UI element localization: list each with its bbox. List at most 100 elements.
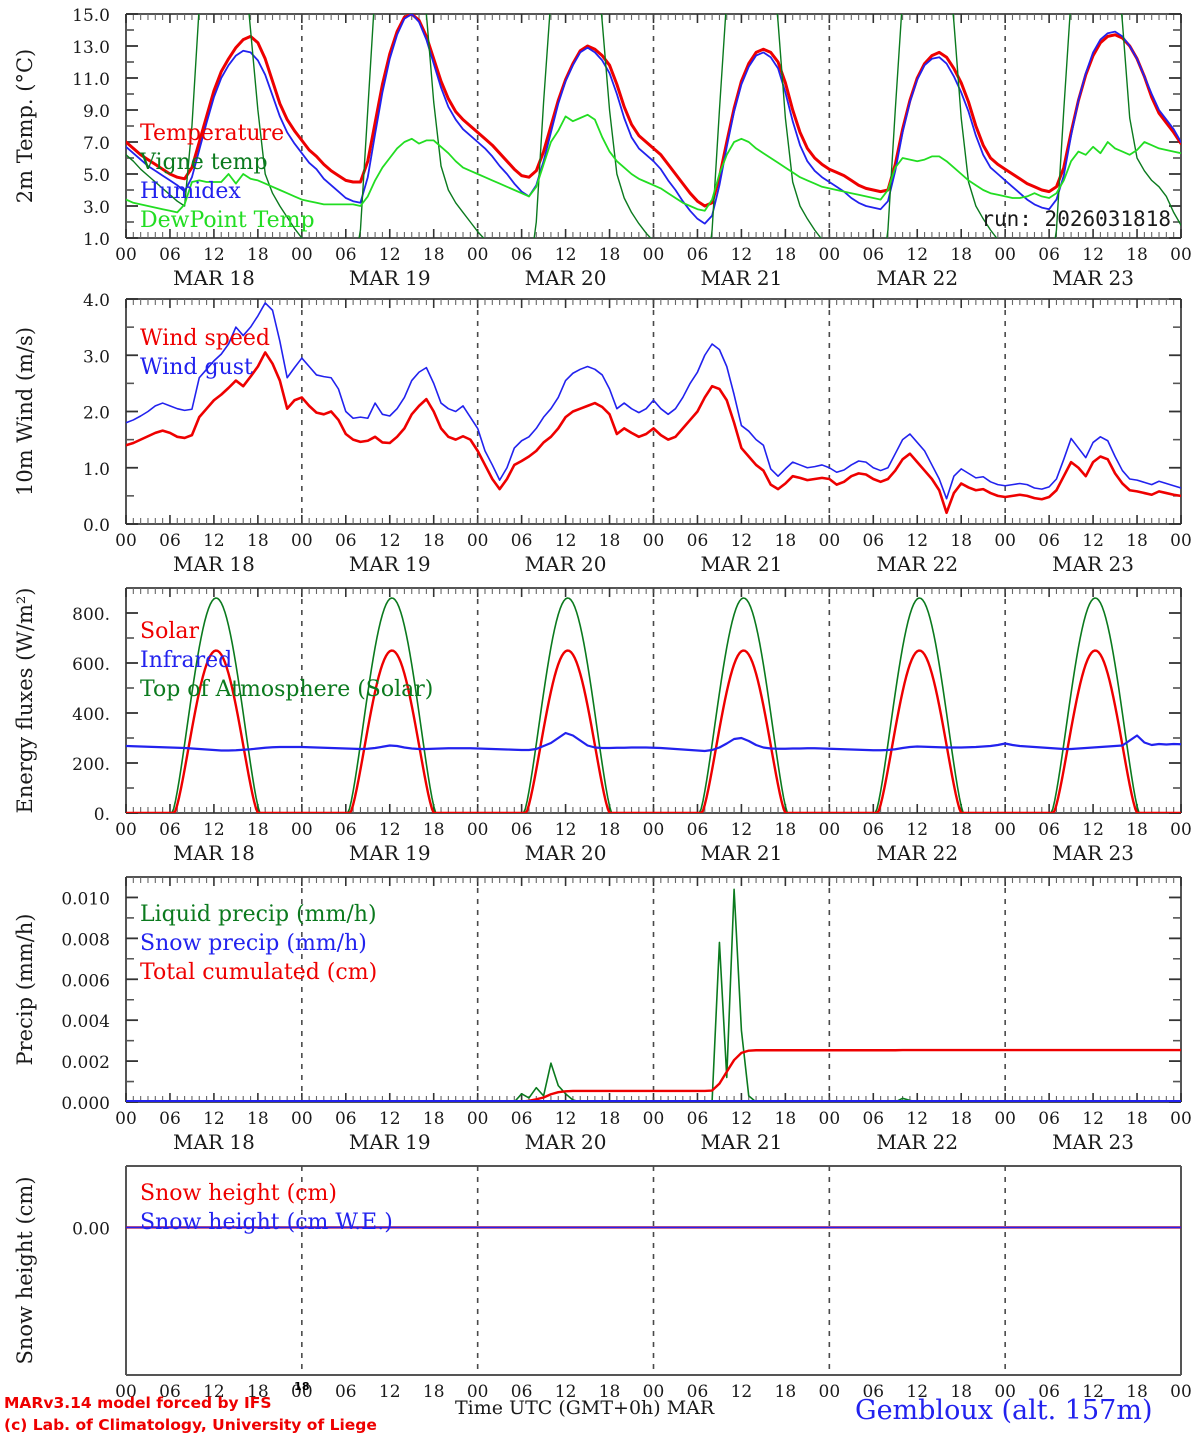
- x-day-label: MAR 21: [701, 552, 783, 576]
- precip-ytick-label: 0.010: [61, 889, 110, 909]
- x-hour-label: 06: [511, 531, 533, 551]
- x-hour-label: 00: [115, 820, 137, 840]
- x-hour-label: 00: [115, 1382, 137, 1402]
- x-hour-label: 06: [511, 820, 533, 840]
- precip-ytick-label: 0.006: [61, 971, 110, 991]
- x-hour-label: 06: [159, 531, 181, 551]
- x-hour-label: 18: [950, 531, 972, 551]
- x-hour-label: 18: [775, 1382, 797, 1402]
- temperature-ytick-label: 5.0: [83, 166, 110, 186]
- x-hour-label: 18: [775, 531, 797, 551]
- series-total-cumulated-cm: [126, 1048, 1181, 1102]
- x-hour-label: 12: [379, 245, 401, 265]
- x-hour-label: 00: [819, 1109, 841, 1129]
- temperature-ytick-label: 11.0: [72, 70, 110, 90]
- x-hour-label: 12: [203, 245, 225, 265]
- x-hour-label: 06: [511, 245, 533, 265]
- x-day-label: MAR 20: [525, 266, 607, 290]
- x-hour-label: 00: [643, 820, 665, 840]
- x-hour-label: 06: [862, 820, 884, 840]
- x-hour-label: 00: [1170, 245, 1192, 265]
- x-day-label: MAR 23: [1052, 841, 1134, 865]
- x-hour-label: 18: [599, 1382, 621, 1402]
- x-day-label: MAR 20: [525, 1130, 607, 1154]
- x-hour-label: 18: [775, 820, 797, 840]
- energy-ytick-label: 400.: [72, 705, 110, 725]
- x-hour-label: 00: [1170, 1109, 1192, 1129]
- x-hour-label: 00: [994, 1382, 1016, 1402]
- x-hour-label: 06: [862, 1109, 884, 1129]
- x-hour-label: 06: [159, 1109, 181, 1129]
- wind-legend-wind-speed: Wind speed: [140, 326, 270, 351]
- x-hour-label: 00: [467, 1382, 489, 1402]
- x-hour-label: 18: [247, 1382, 269, 1402]
- temperature-legend-vigne-temp: Vigne temp: [139, 150, 268, 175]
- x-hour-label: 06: [1038, 1109, 1060, 1129]
- x-hour-label: 12: [379, 1109, 401, 1129]
- footer-station-label: Gembloux (alt. 157m): [855, 1395, 1152, 1426]
- precip-ytick-label: 0.008: [61, 930, 110, 950]
- x-hour-label: 12: [555, 531, 577, 551]
- x-hour-label: 18: [423, 245, 445, 265]
- x-hour-label: 00: [819, 531, 841, 551]
- x-hour-label: 06: [1038, 531, 1060, 551]
- x-hour-label: 12: [555, 1109, 577, 1129]
- x-hour-label: 00: [643, 531, 665, 551]
- x-hour-label: 06: [159, 820, 181, 840]
- x-hour-label: 06: [335, 1109, 357, 1129]
- x-hour-label: 06: [862, 1382, 884, 1402]
- x-hour-label: 00: [819, 820, 841, 840]
- precip-ytick-label: 0.002: [61, 1053, 110, 1073]
- x-hour-label: 06: [1038, 245, 1060, 265]
- panel-temperature: 1.0 3.0 5.0 7.0 9.0 11.0 13.0 15.0 2m Temp. (°C)…: [13, 6, 1192, 290]
- x-day-label: MAR 18: [173, 552, 255, 576]
- x-hour-label: 00: [115, 1109, 137, 1129]
- x-hour-label: 18: [247, 531, 269, 551]
- series-temperature: [126, 14, 1181, 208]
- x-hour-label: 12: [731, 820, 753, 840]
- x-hour-label: 18: [1126, 531, 1148, 551]
- temperature-ytick-label: 15.0: [72, 6, 110, 26]
- x-hour-label: 00: [467, 1109, 489, 1129]
- wind-ytick-label: 4.0: [83, 291, 110, 311]
- run-label: run: 2026031818: [981, 207, 1171, 231]
- wind-axis-title: 10m Wind (m/s): [13, 327, 37, 496]
- x-hour-label: 18: [247, 820, 269, 840]
- x-day-label: MAR 18: [173, 266, 255, 290]
- x-day-label: MAR 21: [701, 266, 783, 290]
- x-hour-label: 06: [335, 820, 357, 840]
- series-wind-gust: [126, 302, 1181, 500]
- x-hour-label: 18: [247, 245, 269, 265]
- x-hour-label: 06: [335, 245, 357, 265]
- x-hour-label: 12: [906, 531, 928, 551]
- x-hour-label: 00: [994, 820, 1016, 840]
- x-hour-label: 12: [1082, 245, 1104, 265]
- x-hour-label: 00: [643, 1109, 665, 1129]
- x-hour-label: 12: [906, 820, 928, 840]
- x-hour-label: 18: [775, 245, 797, 265]
- series-humidex: [126, 14, 1181, 225]
- x-hour-label: 18: [950, 1109, 972, 1129]
- series-dewpoint-temp: [126, 113, 1181, 214]
- panel-precip: 0.000 0.002 0.004 0.006 0.008 0.010 Precip (mm…: [13, 876, 1192, 1154]
- x-hour-label: 18: [950, 820, 972, 840]
- energy-ytick-label: 600.: [72, 655, 110, 675]
- energy-legend-top-of-atmosphere-solar: Top of Atmosphere (Solar): [140, 677, 433, 702]
- precip-axis-title: Precip (mm/h): [13, 913, 37, 1065]
- x-day-label: MAR 18: [173, 1130, 255, 1154]
- energy-series-group: [126, 597, 1181, 813]
- x-hour-label: 12: [731, 245, 753, 265]
- x-hour-label: 00: [291, 820, 313, 840]
- x-hour-label: 00: [994, 531, 1016, 551]
- x-day-label: MAR 21: [701, 1130, 783, 1154]
- x-hour-label: 18: [599, 531, 621, 551]
- precip-series-group: [126, 888, 1181, 1102]
- x-hour-label: 12: [1082, 820, 1104, 840]
- temperature-ytick-label: 7.0: [83, 134, 110, 154]
- x-hour-label: 00: [994, 1109, 1016, 1129]
- x-hour-label: 12: [731, 1382, 753, 1402]
- temperature-series-group: [126, 14, 1181, 238]
- x-hour-label: 18: [950, 245, 972, 265]
